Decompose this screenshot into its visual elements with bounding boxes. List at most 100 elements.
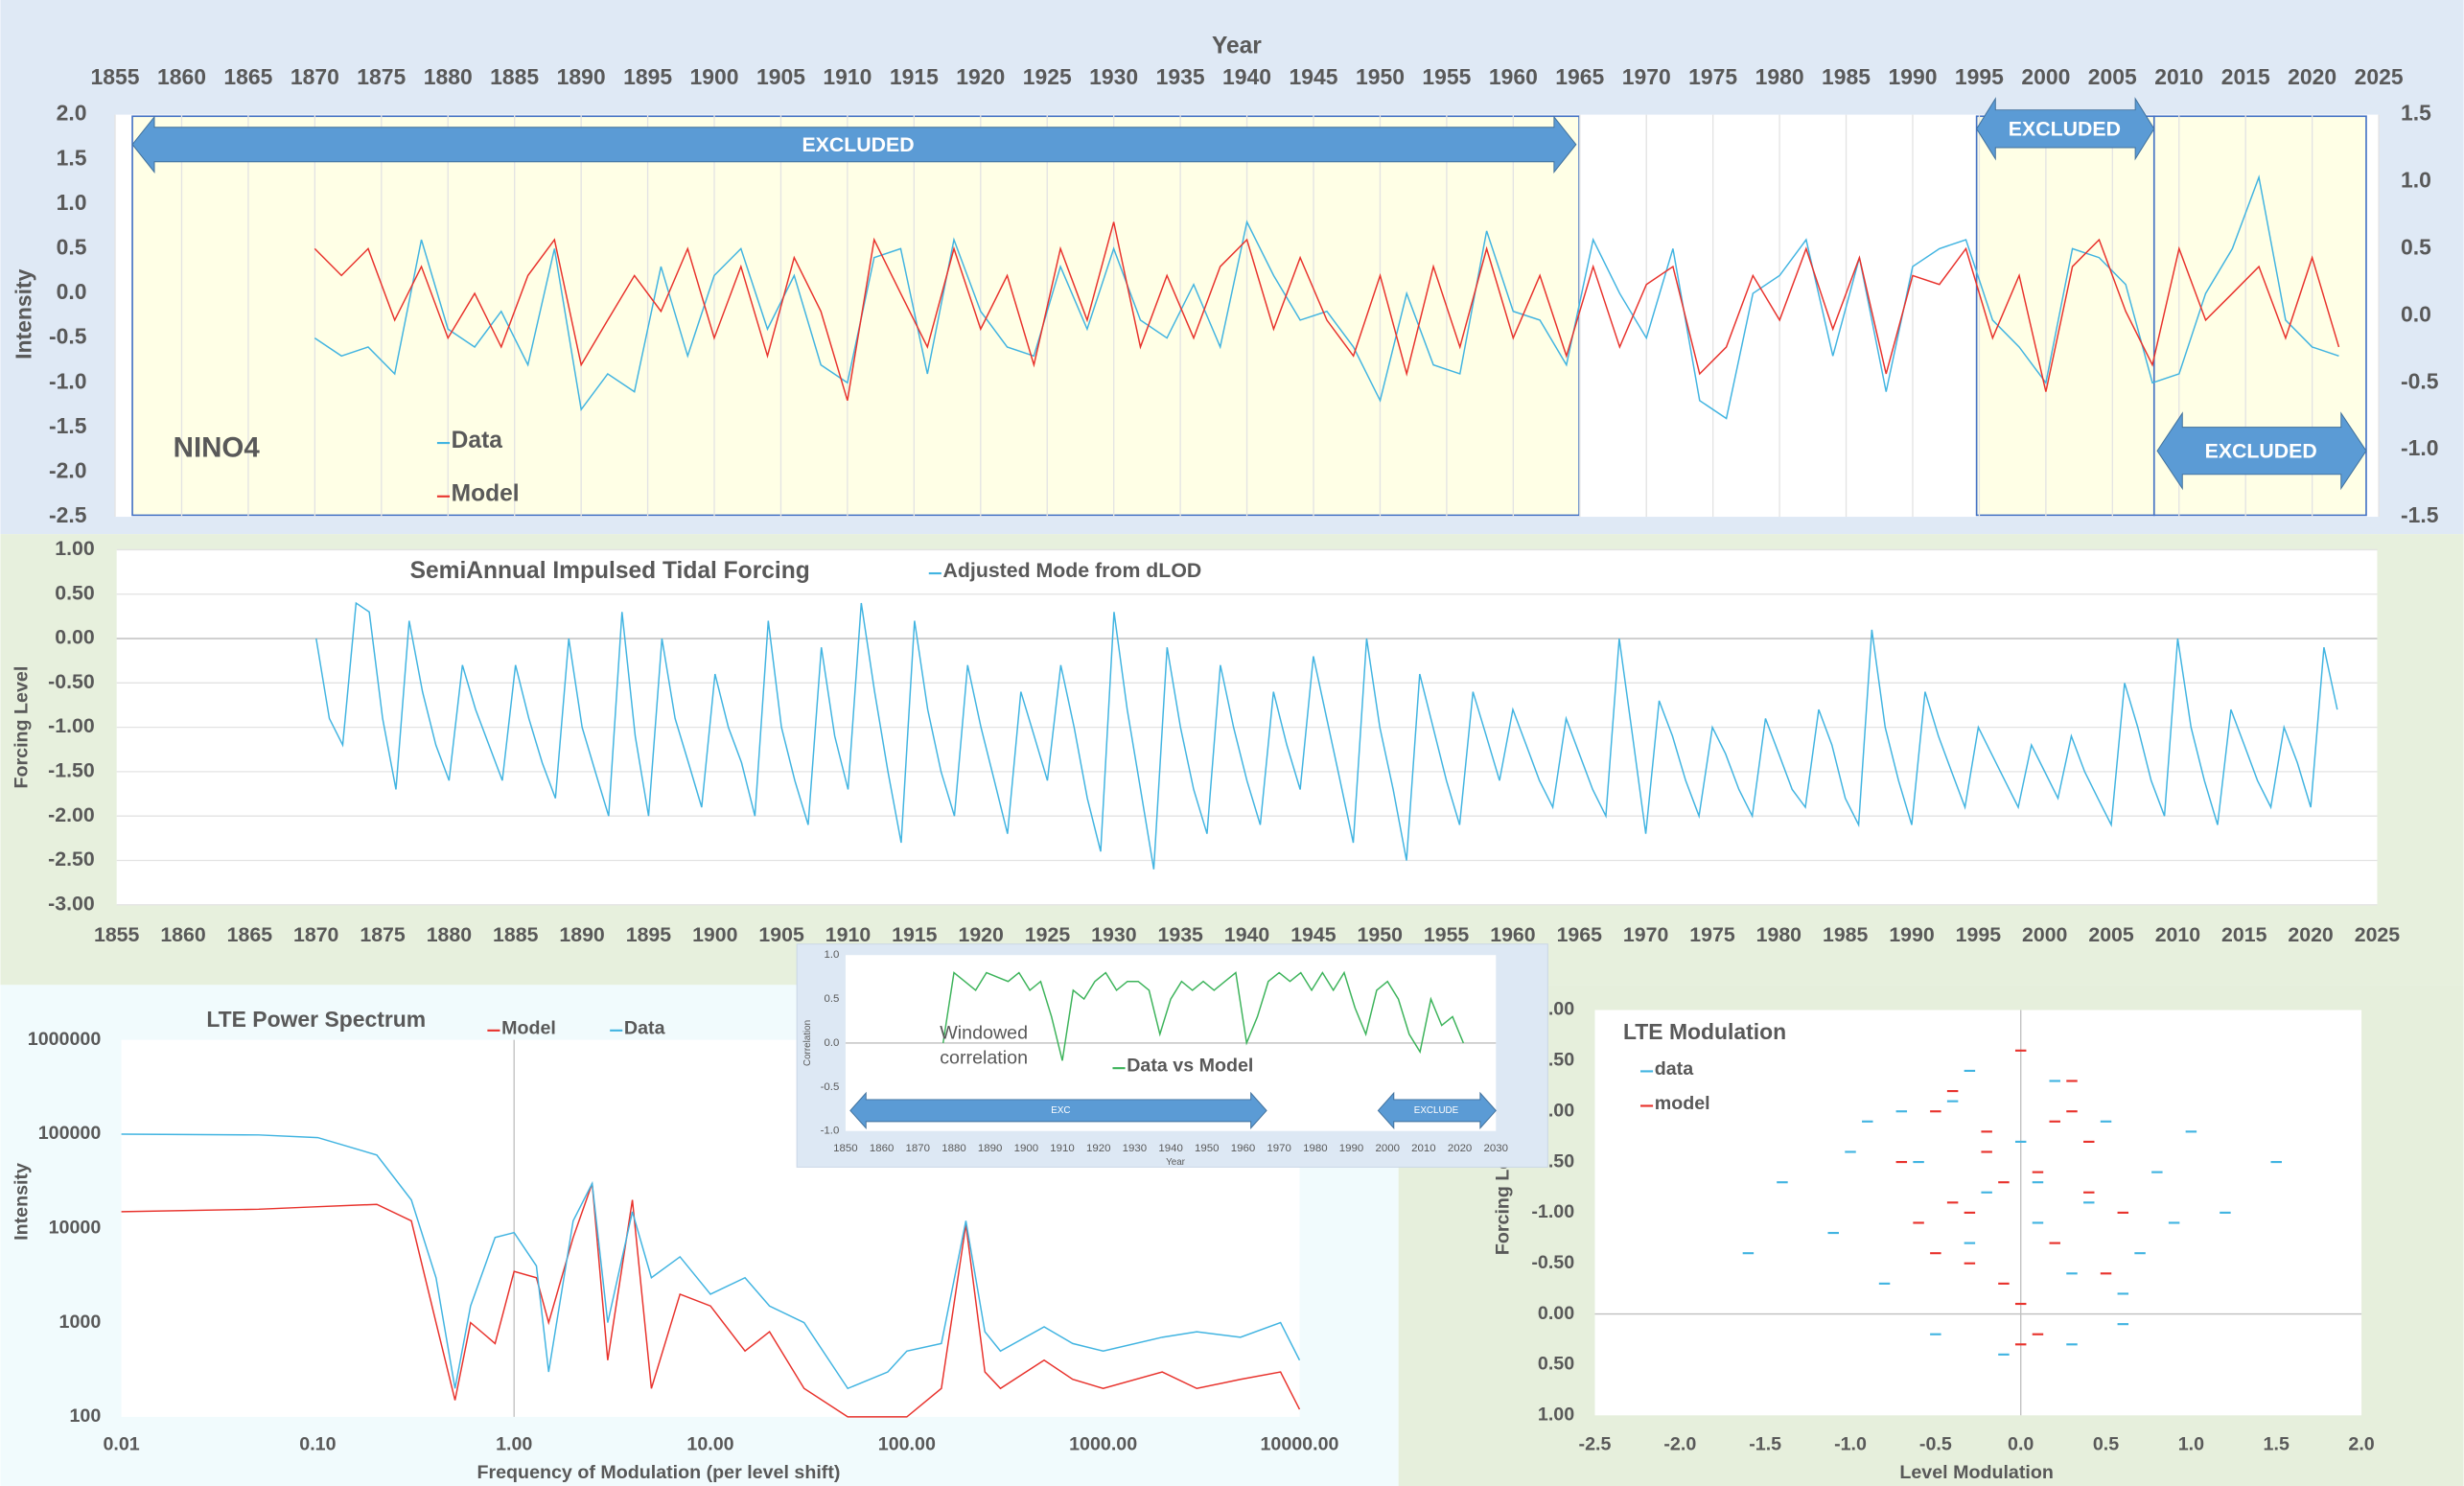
x-tick-label: 1855	[91, 64, 140, 89]
x-tick-label: 1890	[978, 1143, 1002, 1154]
x-tick-label: 2.0	[2348, 1434, 2374, 1455]
x-tick-label: 1895	[626, 923, 672, 946]
arrow	[2156, 411, 2367, 491]
y-tick-label: -2.00	[48, 803, 95, 826]
x-tick-label: 1935	[1156, 64, 1205, 89]
x-tick-label: 1890	[557, 64, 606, 89]
series-line	[121, 1183, 1301, 1418]
x-tick-label: 1970	[1267, 1143, 1290, 1154]
x-tick-label: -0.5	[1919, 1434, 1952, 1455]
x-tick-label: 2010	[2154, 64, 2203, 89]
x-tick-label: 1930	[1123, 1143, 1147, 1154]
x-tick-label: 1985	[1822, 64, 1871, 89]
x-axis-label: Level Modulation	[1899, 1462, 2054, 1483]
x-tick-label: 1940	[1158, 1143, 1182, 1154]
x-tick-label: 0.01	[103, 1434, 139, 1455]
x-tick-label: 2015	[2221, 64, 2270, 89]
series-line	[121, 1133, 1301, 1390]
annotation: EXC	[1051, 1105, 1070, 1116]
y-tick-label: -3.00	[48, 892, 95, 915]
x-tick-label: 2000	[2022, 923, 2067, 946]
x-tick-label: 1900	[692, 923, 737, 946]
x-tick-label: 1915	[892, 923, 938, 946]
x-tick-label: 1.00	[496, 1434, 532, 1455]
x-tick-label: -2.5	[1579, 1434, 1612, 1455]
x-tick-label: 1920	[956, 64, 1005, 89]
y-axis-label: Intensity	[12, 1163, 33, 1241]
series-line	[941, 970, 1465, 1061]
legend-label: data	[1655, 1058, 1694, 1080]
x-tick-label: 1870	[293, 923, 338, 946]
y-tick-label: 10000	[49, 1217, 102, 1238]
x-tick-label: 1905	[758, 923, 804, 946]
x-axis-label: Year	[1166, 1157, 1186, 1168]
x-tick-label: 1975	[1688, 64, 1737, 89]
x-tick-label: 1880	[941, 1143, 965, 1154]
x-tick-label: 1870	[906, 1143, 930, 1154]
x-tick-label: 2020	[2288, 923, 2333, 946]
x-tick-label: 1895	[623, 64, 672, 89]
x-tick-label: 1955	[1422, 64, 1471, 89]
x-tick-label: 1960	[1231, 1143, 1255, 1154]
x-tick-label: 2030	[1484, 1143, 1508, 1154]
x-tick-label: 1980	[1756, 923, 1802, 946]
x-tick-label: 1945	[1290, 64, 1338, 89]
x-tick-label: 1910	[1050, 1143, 1074, 1154]
x-tick-label: 1985	[1823, 923, 1869, 946]
y-tick-label: 100	[69, 1405, 101, 1427]
x-tick-label: 1865	[227, 923, 273, 946]
x-tick-label: 1925	[1023, 64, 1072, 89]
x-tick-label: 1880	[427, 923, 472, 946]
x-tick-label: 0.0	[2008, 1434, 2034, 1455]
x-tick-label: 2010	[1411, 1143, 1435, 1154]
x-tick-label: 1910	[823, 64, 872, 89]
y-tick-label: 0.00	[1538, 1303, 1574, 1324]
x-tick-label: 2000	[1375, 1143, 1399, 1154]
annotation: Windowed	[940, 1022, 1028, 1043]
x-tick-label: 1940	[1222, 64, 1271, 89]
y-tick-label: -2.5	[49, 502, 87, 527]
x-tick-label: 1865	[223, 64, 272, 89]
chart-title: LTE Power Spectrum	[206, 1007, 426, 1032]
x-tick-label: 1880	[424, 64, 473, 89]
y2-tick-label: 0.0	[2401, 301, 2431, 326]
x-tick-label: 1950	[1356, 64, 1405, 89]
x-tick-label: 1900	[690, 64, 739, 89]
x-tick-label: 1900	[1014, 1143, 1038, 1154]
annotation: NINO4	[174, 431, 261, 463]
excluded-region	[131, 115, 1580, 517]
y-tick-label: -1.00	[48, 714, 95, 737]
y-tick-label: 1000	[59, 1312, 102, 1333]
y-axis-label: Intensity	[12, 268, 36, 360]
x-tick-label: 1885	[493, 923, 539, 946]
excluded-region	[1975, 115, 2155, 517]
x-tick-label: 1875	[357, 64, 406, 89]
y-tick-label: 1.00	[1538, 1404, 1574, 1425]
x-tick-label: 1860	[870, 1143, 894, 1154]
x-tick-label: 2015	[2221, 923, 2267, 946]
chart-title: LTE Modulation	[1623, 1019, 1786, 1044]
arrow	[131, 115, 1577, 174]
x-axis-label: Year	[1212, 34, 1262, 59]
x-tick-label: 0.5	[2093, 1434, 2119, 1455]
annotation: EXCLUDED	[2009, 118, 2121, 141]
y-tick-label: 100000	[38, 1123, 102, 1144]
x-tick-label: 2025	[2355, 64, 2404, 89]
y-tick-label: -0.50	[48, 670, 95, 693]
y-tick-label: -0.5	[49, 324, 87, 349]
x-tick-label: 2020	[1448, 1143, 1472, 1154]
x-tick-label: 1950	[1195, 1143, 1219, 1154]
y-tick-label: 0.50	[55, 581, 94, 604]
x-tick-label: 2020	[2288, 64, 2336, 89]
x-tick-label: 1990	[1889, 923, 1934, 946]
x-tick-label: 100.00	[878, 1434, 936, 1455]
y2-tick-label: -1.0	[2401, 435, 2439, 460]
y-tick-label: -1.5	[49, 413, 87, 438]
y-tick-label: 1.0	[57, 190, 87, 215]
arrow	[1377, 1091, 1497, 1130]
x-tick-label: 1850	[833, 1143, 857, 1154]
x-tick-label: 1.5	[2264, 1434, 2290, 1455]
x-tick-label: 1920	[1086, 1143, 1110, 1154]
arrow	[849, 1091, 1267, 1130]
